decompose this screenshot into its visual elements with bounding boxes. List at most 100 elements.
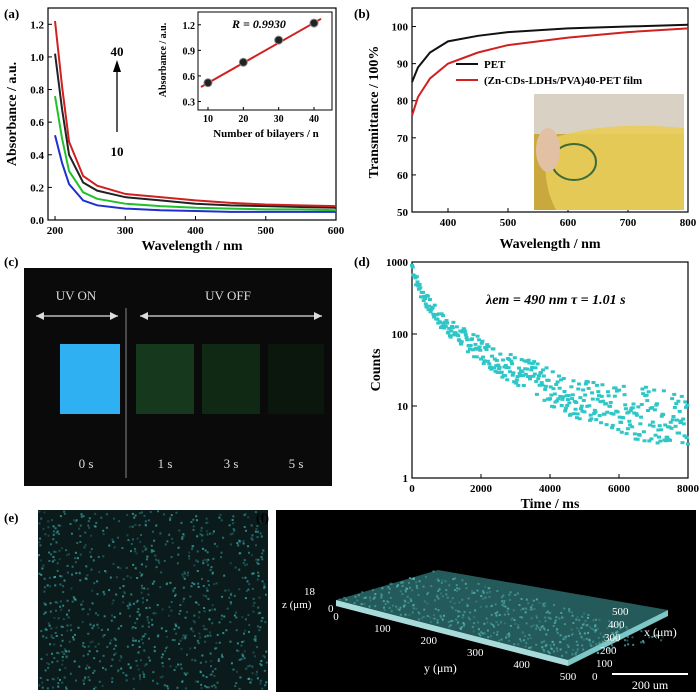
decay-point [625, 427, 630, 431]
decay-point [661, 413, 666, 417]
f-speckle [599, 644, 602, 647]
f-speckle [574, 653, 577, 656]
decay-point [680, 441, 685, 445]
decay-point [495, 371, 500, 375]
e-speckle [208, 618, 211, 621]
panel-d-points [410, 263, 690, 446]
f-speckle [567, 645, 570, 648]
decay-point [479, 357, 483, 361]
e-speckle [143, 649, 146, 652]
f-speckle [549, 617, 552, 620]
e-speckle [236, 670, 239, 673]
decay-point [594, 418, 599, 422]
decay-point [659, 428, 664, 432]
decay-point [521, 374, 526, 378]
decay-point [557, 386, 562, 390]
e-speckle [138, 614, 141, 617]
inset-ytick-label: 0.3 [183, 97, 196, 108]
e-speckle [256, 646, 259, 649]
decay-point [462, 328, 467, 332]
e-speckle [113, 637, 116, 640]
e-speckle [59, 575, 62, 578]
e-speckle [163, 559, 166, 562]
e-speckle [53, 559, 56, 562]
decay-point [565, 398, 570, 402]
e-speckle [205, 560, 208, 563]
e-speckle [265, 650, 268, 653]
e-speckle [207, 563, 210, 566]
e-speckle [154, 612, 157, 615]
f-speckle [400, 581, 403, 584]
f-speckle [434, 608, 437, 611]
e-speckle [210, 673, 213, 676]
f-speckle [521, 616, 524, 619]
e-speckle [263, 656, 266, 659]
e-speckle [201, 539, 204, 542]
e-speckle [150, 544, 153, 547]
e-speckle [90, 555, 93, 558]
e-speckle [237, 544, 240, 547]
e-speckle [67, 553, 70, 556]
e-speckle [173, 639, 176, 642]
f-speckle [427, 591, 430, 594]
e-speckle [136, 617, 139, 620]
e-speckle [129, 666, 132, 669]
panel-f-texture [338, 570, 664, 657]
e-speckle [47, 526, 50, 529]
e-speckle [244, 629, 247, 632]
e-speckle [229, 562, 232, 565]
decay-point [668, 438, 673, 442]
e-speckle [91, 640, 94, 643]
f-speckle [592, 628, 595, 631]
f-speckle [578, 619, 581, 622]
f-speckle [530, 625, 533, 628]
decay-point [632, 411, 637, 415]
panel-b-xticks: 400 500 600 700 800 [440, 208, 697, 229]
e-speckle [141, 573, 144, 576]
decay-point [627, 419, 632, 423]
b-xtick-label: 700 [620, 217, 637, 229]
f-speckle [594, 625, 597, 628]
e-speckle [185, 611, 188, 614]
e-speckle [190, 521, 193, 524]
inset-point [274, 35, 284, 45]
e-speckle [134, 514, 137, 517]
f-speckle [642, 641, 645, 644]
f-speckle [543, 605, 546, 608]
f-speckle [504, 605, 507, 608]
f-speckle [592, 619, 595, 622]
decay-point [639, 403, 644, 407]
e-speckle [78, 571, 81, 574]
decay-point [621, 416, 626, 420]
e-speckle [247, 614, 250, 617]
e-speckle [206, 521, 209, 524]
e-speckle [137, 610, 140, 613]
decay-point [522, 359, 527, 363]
panel-f-letter: (f) [256, 510, 269, 525]
decay-point [438, 320, 443, 324]
e-speckle [245, 529, 248, 532]
decay-point [608, 404, 613, 408]
e-speckle [257, 530, 260, 533]
e-speckle [42, 564, 45, 567]
b-xtick-label: 500 [500, 217, 517, 229]
e-speckle [80, 515, 83, 518]
decay-point [598, 400, 603, 404]
f-speckle [486, 591, 489, 594]
f-speckle [408, 613, 411, 616]
f-speckle [524, 645, 527, 648]
e-speckle [89, 551, 92, 554]
e-speckle [82, 607, 85, 610]
panel-e-image [38, 510, 268, 690]
e-speckle [168, 614, 171, 617]
e-speckle [58, 668, 61, 671]
decay-point [630, 406, 635, 410]
decay-point [486, 344, 491, 348]
e-speckle [257, 562, 260, 565]
decay-point [635, 437, 640, 441]
e-speckle [180, 521, 183, 524]
e-speckle [162, 513, 165, 516]
f-speckle [547, 610, 550, 613]
e-speckle [159, 676, 162, 679]
f-speckle [454, 577, 457, 580]
